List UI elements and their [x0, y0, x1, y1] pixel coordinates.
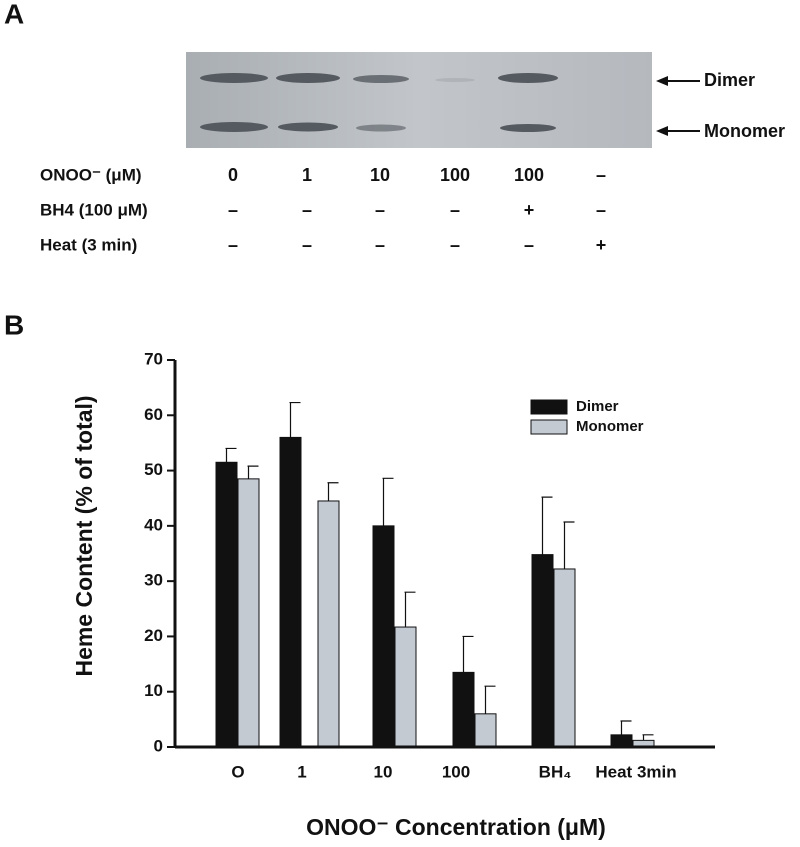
bar	[610, 734, 633, 748]
error-bar	[382, 477, 394, 526]
error-bar	[225, 447, 237, 463]
cell: –	[228, 200, 238, 220]
y-tick-label: 30	[144, 571, 163, 590]
cell: –	[375, 235, 385, 255]
cell: 1	[302, 165, 312, 185]
cell: –	[450, 200, 460, 220]
bar	[531, 554, 554, 748]
bar	[317, 500, 340, 748]
bar	[474, 713, 497, 748]
legend-swatch	[530, 399, 568, 415]
error-bar	[462, 635, 474, 673]
bar	[237, 478, 260, 748]
x-tick-label: 100	[442, 762, 470, 781]
panel-label: B	[4, 309, 24, 340]
legend-label: Dimer	[576, 398, 619, 415]
x-axis-label: ONOO⁻ Concentration (μM)	[306, 814, 606, 840]
arrow-head	[656, 76, 668, 86]
x-tick-label: O	[231, 762, 244, 781]
bar	[215, 461, 238, 748]
bar	[279, 436, 302, 748]
legend-swatch	[530, 419, 568, 435]
gel-image	[186, 52, 652, 148]
cell: –	[524, 235, 534, 255]
legend-label: Monomer	[576, 418, 644, 435]
cell: –	[596, 165, 606, 185]
y-tick-label: 20	[144, 626, 163, 645]
y-axis-label: Heme Content (% of total)	[71, 395, 97, 676]
x-tick-label: BH₄	[539, 762, 572, 781]
arrows	[660, 80, 700, 132]
error-bar	[563, 521, 575, 569]
cell: –	[302, 235, 312, 255]
row-label: ONOO⁻ (μM)	[40, 165, 142, 184]
bar	[372, 525, 395, 748]
cell: –	[596, 200, 606, 220]
y-tick-label: 40	[144, 515, 163, 534]
error-bar	[327, 482, 339, 501]
row-label: BH4 (100 μM)	[40, 200, 148, 219]
y-tick-label: 70	[144, 349, 163, 368]
bar	[394, 626, 417, 748]
y-tick-label: 50	[144, 460, 163, 479]
x-tick-label: 1	[297, 762, 306, 781]
error-bar	[289, 401, 301, 438]
cell: –	[450, 235, 460, 255]
bar	[553, 568, 576, 748]
band-label: Monomer	[704, 121, 785, 141]
cell: +	[524, 200, 535, 220]
cell: –	[228, 235, 238, 255]
bar	[452, 671, 475, 748]
error-bar	[620, 720, 632, 735]
cell: 0	[228, 165, 238, 185]
y-tick-label: 10	[144, 681, 163, 700]
cell: 100	[440, 165, 470, 185]
x-tick-label: 10	[374, 762, 393, 781]
cell: –	[375, 200, 385, 220]
error-bar	[642, 734, 654, 741]
y-tick-label: 60	[144, 405, 163, 424]
cell: –	[302, 200, 312, 220]
error-bar	[404, 591, 416, 628]
cell: 10	[370, 165, 390, 185]
cell: +	[596, 235, 607, 255]
error-bar	[247, 465, 259, 479]
error-bar	[541, 496, 553, 555]
y-tick-label: 0	[154, 736, 163, 755]
x-tick-label: Heat 3min	[595, 762, 676, 781]
band-label: Dimer	[704, 70, 755, 90]
error-bar	[484, 685, 496, 714]
panel-label: A	[4, 0, 24, 29]
arrow-head	[656, 126, 668, 136]
cell: 100	[514, 165, 544, 185]
gel-bands	[200, 73, 558, 132]
row-label: Heat (3 min)	[40, 235, 137, 254]
